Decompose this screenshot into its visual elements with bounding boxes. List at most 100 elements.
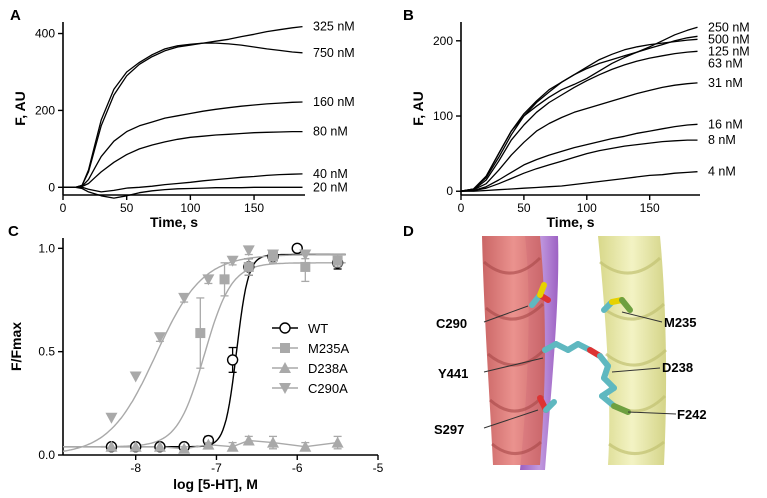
y-tick-label-c: 1.0: [38, 241, 55, 255]
x-tick-label-a: 100: [180, 201, 200, 215]
series-line-a: [63, 173, 303, 193]
helix-yellow-turns: [599, 256, 668, 455]
panel-d: D: [403, 223, 707, 470]
data-point-d238a: [242, 434, 255, 446]
series-line-b: [460, 123, 698, 192]
legend-label-d238a: D238A: [308, 361, 348, 376]
legend-marker-d238a: [279, 362, 291, 373]
panel-c: C -8 -7 -6 -5 0.0 0.5 1.0 log [5-HT], M F/Fmax WT…: [8, 223, 384, 492]
fit-curve-m235a: [63, 262, 346, 448]
y-axis-title-b: F, AU: [410, 91, 426, 125]
series-line-a: [63, 186, 303, 199]
legend-label-wt: WT: [308, 321, 328, 336]
molecular-rendering: C290 M235 Y441 D238 S297 F242: [434, 236, 707, 470]
x-tick-label-b: 100: [577, 201, 597, 215]
legend-marker-m235a: [280, 343, 290, 353]
residue-label-c290: C290: [436, 316, 467, 331]
series-label-b: 125 nM: [708, 44, 750, 58]
panel-label-c: C: [8, 223, 19, 240]
x-tick-label-c: -5: [373, 461, 384, 475]
data-point-m235a: [332, 255, 343, 266]
y-axis-title-c: F/Fmax: [8, 322, 24, 371]
data-point-c290a: [242, 245, 255, 257]
series-line-b: [460, 139, 698, 192]
series-label-a: 160 nM: [313, 95, 355, 109]
series-label-b: 63 nM: [708, 56, 743, 70]
panel-label-a: A: [10, 7, 21, 24]
x-tick-label-b: 150: [640, 201, 660, 215]
residue-sticks: [529, 282, 633, 415]
series-label-a: 325 nM: [313, 20, 355, 34]
legend-label-c290a: C290A: [308, 381, 348, 396]
data-point-c290a: [129, 371, 142, 383]
x-tick-label-a: 150: [244, 201, 264, 215]
x-tick-label-c: -6: [292, 461, 303, 475]
y-tick-label-b: 100: [433, 109, 453, 123]
series-line-a: [63, 101, 303, 188]
data-point-d238a: [226, 440, 239, 452]
series-line-a: [63, 25, 303, 188]
data-point-m235a: [195, 328, 206, 339]
helix-yellow: [598, 236, 667, 465]
data-point-c290a: [178, 292, 191, 304]
x-tick-label-a: 50: [120, 201, 134, 215]
plot-c: -8 -7 -6 -5 0.0 0.5 1.0 log [5-HT], M F/Fmax WT M2…: [8, 238, 384, 492]
series-line-a: [63, 42, 303, 188]
data-point-d238a: [299, 440, 312, 452]
series-line-b: [460, 82, 698, 192]
x-axis-title-c: log [5-HT], M: [173, 476, 258, 492]
data-point-d238a: [202, 438, 215, 450]
panel-label-b: B: [403, 7, 414, 24]
fit-curve-d238a: [111, 439, 338, 450]
x-tick-label-a: 0: [60, 201, 67, 215]
series-line-b: [460, 50, 698, 192]
y-tick-label-a: 400: [35, 27, 55, 41]
data-point-d238a: [331, 436, 344, 448]
data-point-d238a: [153, 440, 166, 452]
series-line-b: [460, 26, 698, 192]
series-label-a: 80 nM: [313, 125, 348, 139]
data-point-m235a: [300, 261, 311, 272]
data-point-c290a: [267, 249, 279, 261]
helix-red: [482, 236, 545, 465]
residue-label-y441: Y441: [438, 366, 468, 381]
series-line-a: [63, 130, 303, 188]
data-point-c290a: [299, 249, 312, 261]
data-point-m235a: [219, 274, 230, 285]
x-tick-label-b: 0: [458, 201, 465, 215]
y-axis-title-a: F, AU: [12, 91, 28, 125]
y-tick-label-b: 200: [433, 34, 453, 48]
data-point-d238a: [267, 436, 279, 448]
series-label-a: 20 nM: [313, 180, 348, 194]
data-point-d238a: [178, 442, 191, 454]
panel-label-d: D: [403, 223, 414, 240]
panel-a: A 0 50 100 150 0 200 400 Time, s F, AU 325 nM 750 …: [10, 7, 355, 230]
residue-label-f242: F242: [677, 407, 707, 422]
x-tick-label-c: -8: [130, 461, 141, 475]
series-label-b: 16 nM: [708, 117, 743, 131]
x-tick-label-b: 50: [517, 201, 531, 215]
residue-label-d238: D238: [662, 360, 693, 375]
data-point-m235a: [243, 261, 254, 272]
series-label-b: 500 nM: [708, 32, 750, 46]
legend-marker-wt: [279, 322, 291, 334]
series-line-b: [461, 171, 698, 192]
series-line-b: [460, 35, 698, 192]
x-axis-title-b: Time, s: [547, 214, 595, 230]
legend-marker-c290a: [279, 383, 291, 394]
data-point-wt: [291, 242, 303, 255]
series-line-b: [460, 38, 698, 192]
series-label-a: 750 nM: [313, 46, 355, 60]
data-point-c290a: [202, 274, 215, 286]
panel-b: B 0 50 100 150 0 100 200 Time, s F, AU 250 nM500 …: [403, 7, 750, 230]
y-tick-label-a: 0: [48, 180, 55, 194]
fit-curve-wt: [63, 253, 346, 448]
data-point-d238a: [129, 440, 142, 452]
y-tick-label-a: 200: [35, 103, 55, 117]
series-label-b: 31 nM: [708, 76, 743, 90]
residue-label-s297: S297: [434, 422, 464, 437]
x-axis-title-a: Time, s: [150, 214, 198, 230]
residue-label-m235: M235: [664, 315, 697, 330]
